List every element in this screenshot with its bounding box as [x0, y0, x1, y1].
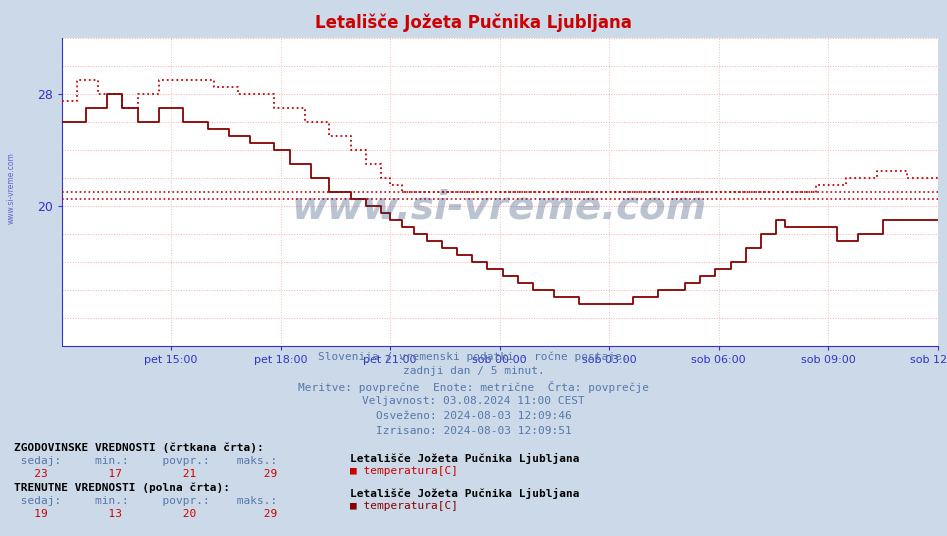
Text: Slovenija / vremenski podatki - ročne postaje.: Slovenija / vremenski podatki - ročne po… — [318, 351, 629, 362]
Text: www.si-vreme.com: www.si-vreme.com — [7, 152, 16, 224]
Text: TRENUTNE VREDNOSTI (polna črta):: TRENUTNE VREDNOSTI (polna črta): — [14, 482, 230, 493]
Text: Letališče Jožeta Pučnika Ljubljana: Letališče Jožeta Pučnika Ljubljana — [350, 488, 580, 499]
Text: Letališče Jožeta Pučnika Ljubljana: Letališče Jožeta Pučnika Ljubljana — [350, 453, 580, 464]
Text: 19         13         20          29: 19 13 20 29 — [14, 509, 277, 519]
Text: Letališče Jožeta Pučnika Ljubljana: Letališče Jožeta Pučnika Ljubljana — [315, 13, 632, 32]
Text: ZGODOVINSKE VREDNOSTI (črtkana črta):: ZGODOVINSKE VREDNOSTI (črtkana črta): — [14, 442, 264, 453]
Text: sedaj:     min.:     povpr.:    maks.:: sedaj: min.: povpr.: maks.: — [14, 496, 277, 506]
Text: zadnji dan / 5 minut.: zadnji dan / 5 minut. — [402, 366, 545, 376]
Text: Veljavnost: 03.08.2024 11:00 CEST: Veljavnost: 03.08.2024 11:00 CEST — [362, 396, 585, 406]
Text: Izrisano: 2024-08-03 12:09:51: Izrisano: 2024-08-03 12:09:51 — [376, 426, 571, 436]
Text: ■ temperatura[C]: ■ temperatura[C] — [350, 501, 458, 511]
Text: www.si-vreme.com: www.si-vreme.com — [292, 188, 707, 226]
Text: Osveženo: 2024-08-03 12:09:46: Osveženo: 2024-08-03 12:09:46 — [376, 411, 571, 421]
Text: ■ temperatura[C]: ■ temperatura[C] — [350, 466, 458, 477]
Text: sedaj:     min.:     povpr.:    maks.:: sedaj: min.: povpr.: maks.: — [14, 456, 277, 466]
Text: Meritve: povprečne  Enote: metrične  Črta: povprečje: Meritve: povprečne Enote: metrične Črta:… — [298, 381, 649, 393]
Text: 23         17         21          29: 23 17 21 29 — [14, 469, 277, 479]
